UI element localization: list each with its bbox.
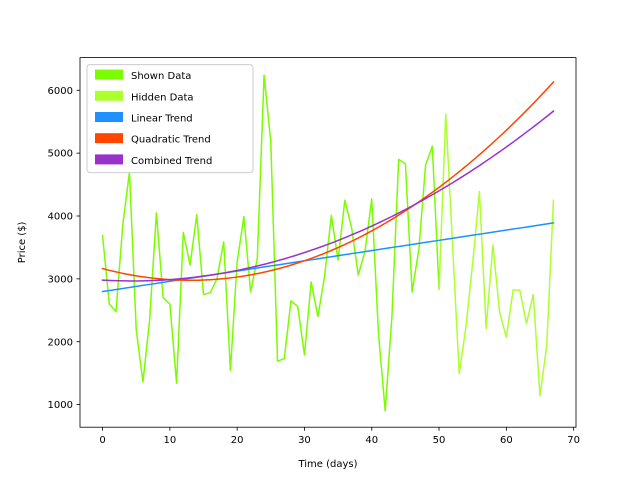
y-tick-label: 1000 [48, 400, 73, 411]
legend-swatch [95, 133, 123, 144]
legend-label: Hidden Data [131, 92, 194, 103]
legend: Shown Data Hidden Data Linear Trend Quadrat… [86, 64, 254, 174]
series-line-hidden-data [438, 113, 555, 397]
x-ticks: 0 10 20 30 40 50 60 70 [99, 427, 580, 446]
y-ticks: 1000 2000 3000 4000 5000 6000 [48, 86, 80, 411]
series-layer [101, 74, 555, 412]
legend-label: Shown Data [131, 71, 191, 82]
y-tick-label: 3000 [48, 274, 73, 285]
legend-label: Linear Trend [131, 114, 193, 125]
y-axis-label: Price ($) [17, 221, 28, 263]
series-line-shown-data [101, 74, 440, 412]
y-tick-label: 6000 [48, 86, 73, 97]
x-tick-label: 0 [99, 435, 105, 446]
legend-swatch [95, 69, 123, 80]
legend-label: Quadratic Trend [131, 135, 211, 146]
x-tick-label: 70 [567, 435, 580, 446]
y-tick-label: 4000 [48, 212, 73, 223]
x-tick-label: 10 [163, 435, 176, 446]
x-tick-label: 20 [231, 435, 244, 446]
legend-label: Combined Trend [131, 156, 212, 167]
series-line-combined-trend [101, 110, 555, 282]
legend-swatch [95, 90, 123, 101]
legend-swatch [95, 112, 123, 122]
legend-box [86, 64, 254, 174]
legend-swatch [95, 154, 123, 165]
series-line-quadratic-trend [101, 81, 555, 282]
x-tick-label: 40 [365, 435, 378, 446]
x-tick-label: 60 [500, 435, 513, 446]
y-tick-label: 2000 [48, 337, 73, 348]
x-tick-label: 50 [433, 435, 446, 446]
x-axis-label: Time (days) [297, 459, 357, 470]
x-tick-label: 30 [298, 435, 311, 446]
y-tick-label: 5000 [48, 149, 73, 160]
axes-frame [79, 57, 577, 428]
